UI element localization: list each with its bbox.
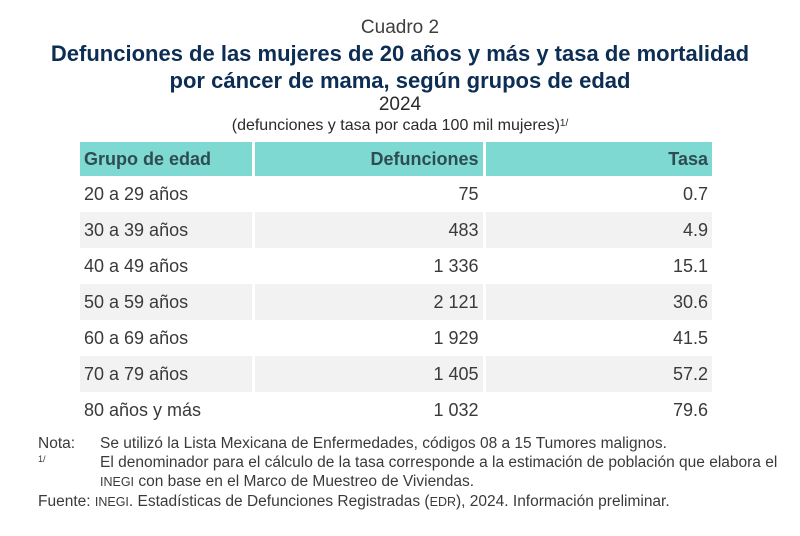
- footnote-label: 1/: [38, 454, 46, 464]
- cell-age-group: 80 años y más: [80, 392, 252, 428]
- cell-rate: 41.5: [482, 320, 712, 356]
- source-text-part-2: ), 2024. Información preliminar.: [456, 493, 670, 510]
- cell-rate: 57.2: [482, 356, 712, 392]
- source-text-part-1: . Estadísticas de Defunciones Registrada…: [128, 493, 430, 510]
- source-row: Fuente: INEGI. Estadísticas de Defuncion…: [38, 492, 778, 512]
- footnote-text-part-2: con base en el Marco de Muestreo de Vivi…: [134, 473, 475, 490]
- title-line-1: Defunciones de las mujeres de 20 años y …: [50, 41, 750, 66]
- cell-age-group: 60 a 69 años: [80, 320, 252, 356]
- footnote-row: 1/ El denominador para el cálculo de la …: [38, 453, 778, 492]
- cell-rate: 0.7: [482, 176, 712, 212]
- table-row: 30 a 39 años 483 4.9: [80, 212, 712, 248]
- cell-age-group: 40 a 49 años: [80, 248, 252, 284]
- cell-age-group: 30 a 39 años: [80, 212, 252, 248]
- note-row: Nota: Se utilizó la Lista Mexicana de En…: [38, 434, 778, 453]
- table-row: 40 a 49 años 1 336 15.1: [80, 248, 712, 284]
- source-label: Fuente:: [38, 493, 91, 510]
- source-inegi: INEGI: [94, 495, 129, 509]
- table-row: 20 a 29 años 75 0.7: [80, 176, 712, 212]
- table-row: 70 a 79 años 1 405 57.2: [80, 356, 712, 392]
- cell-deaths: 2 121: [251, 284, 483, 320]
- cell-deaths: 1 405: [251, 356, 483, 392]
- footnote-inegi: INEGI: [100, 475, 135, 489]
- units-text: (defunciones y tasa por cada 100 mil muj…: [231, 117, 560, 134]
- table-row: 50 a 59 años 2 121 30.6: [80, 284, 712, 320]
- units-footnote-ref: 1/: [559, 118, 569, 129]
- table-notes: Nota: Se utilizó la Lista Mexicana de En…: [38, 434, 778, 512]
- title-line-2: por cáncer de mama, según grupos de edad: [169, 68, 631, 93]
- cell-deaths: 1 032: [251, 392, 483, 428]
- table-number: Cuadro 2: [360, 17, 440, 38]
- cell-rate: 15.1: [482, 248, 712, 284]
- cell-age-group: 70 a 79 años: [80, 356, 252, 392]
- note-text: Se utilizó la Lista Mexicana de Enfermed…: [100, 435, 667, 452]
- column-header-deaths: Defunciones: [251, 142, 483, 176]
- table-header-row: Grupo de edad Defunciones Tasa: [80, 142, 712, 176]
- table-units: (defunciones y tasa por cada 100 mil muj…: [0, 116, 800, 136]
- table-year: 2024: [378, 94, 422, 115]
- cell-rate: 4.9: [482, 212, 712, 248]
- cell-rate: 79.6: [482, 392, 712, 428]
- cell-deaths: 483: [251, 212, 483, 248]
- cell-deaths: 1 336: [251, 248, 483, 284]
- cell-deaths: 75: [251, 176, 483, 212]
- source-edr: EDR: [429, 495, 457, 509]
- note-label: Nota:: [38, 435, 76, 452]
- cell-deaths: 1 929: [251, 320, 483, 356]
- table-row: 60 a 69 años 1 929 41.5: [80, 320, 712, 356]
- cell-rate: 30.6: [482, 284, 712, 320]
- table-caption: Cuadro 2 Defunciones de las mujeres de 2…: [0, 16, 800, 136]
- cell-age-group: 20 a 29 años: [80, 176, 252, 212]
- table-title: Defunciones de las mujeres de 20 años y …: [0, 40, 800, 94]
- footnote-text: El denominador para el cálculo de la tas…: [100, 453, 778, 492]
- cell-age-group: 50 a 59 años: [80, 284, 252, 320]
- footnote-text-part-1: El denominador para el cálculo de la tas…: [100, 454, 778, 471]
- mortality-table: Grupo de edad Defunciones Tasa 20 a 29 a…: [80, 142, 712, 428]
- table-row: 80 años y más 1 032 79.6: [80, 392, 712, 428]
- column-header-group: Grupo de edad: [80, 142, 252, 176]
- column-header-rate: Tasa: [482, 142, 712, 176]
